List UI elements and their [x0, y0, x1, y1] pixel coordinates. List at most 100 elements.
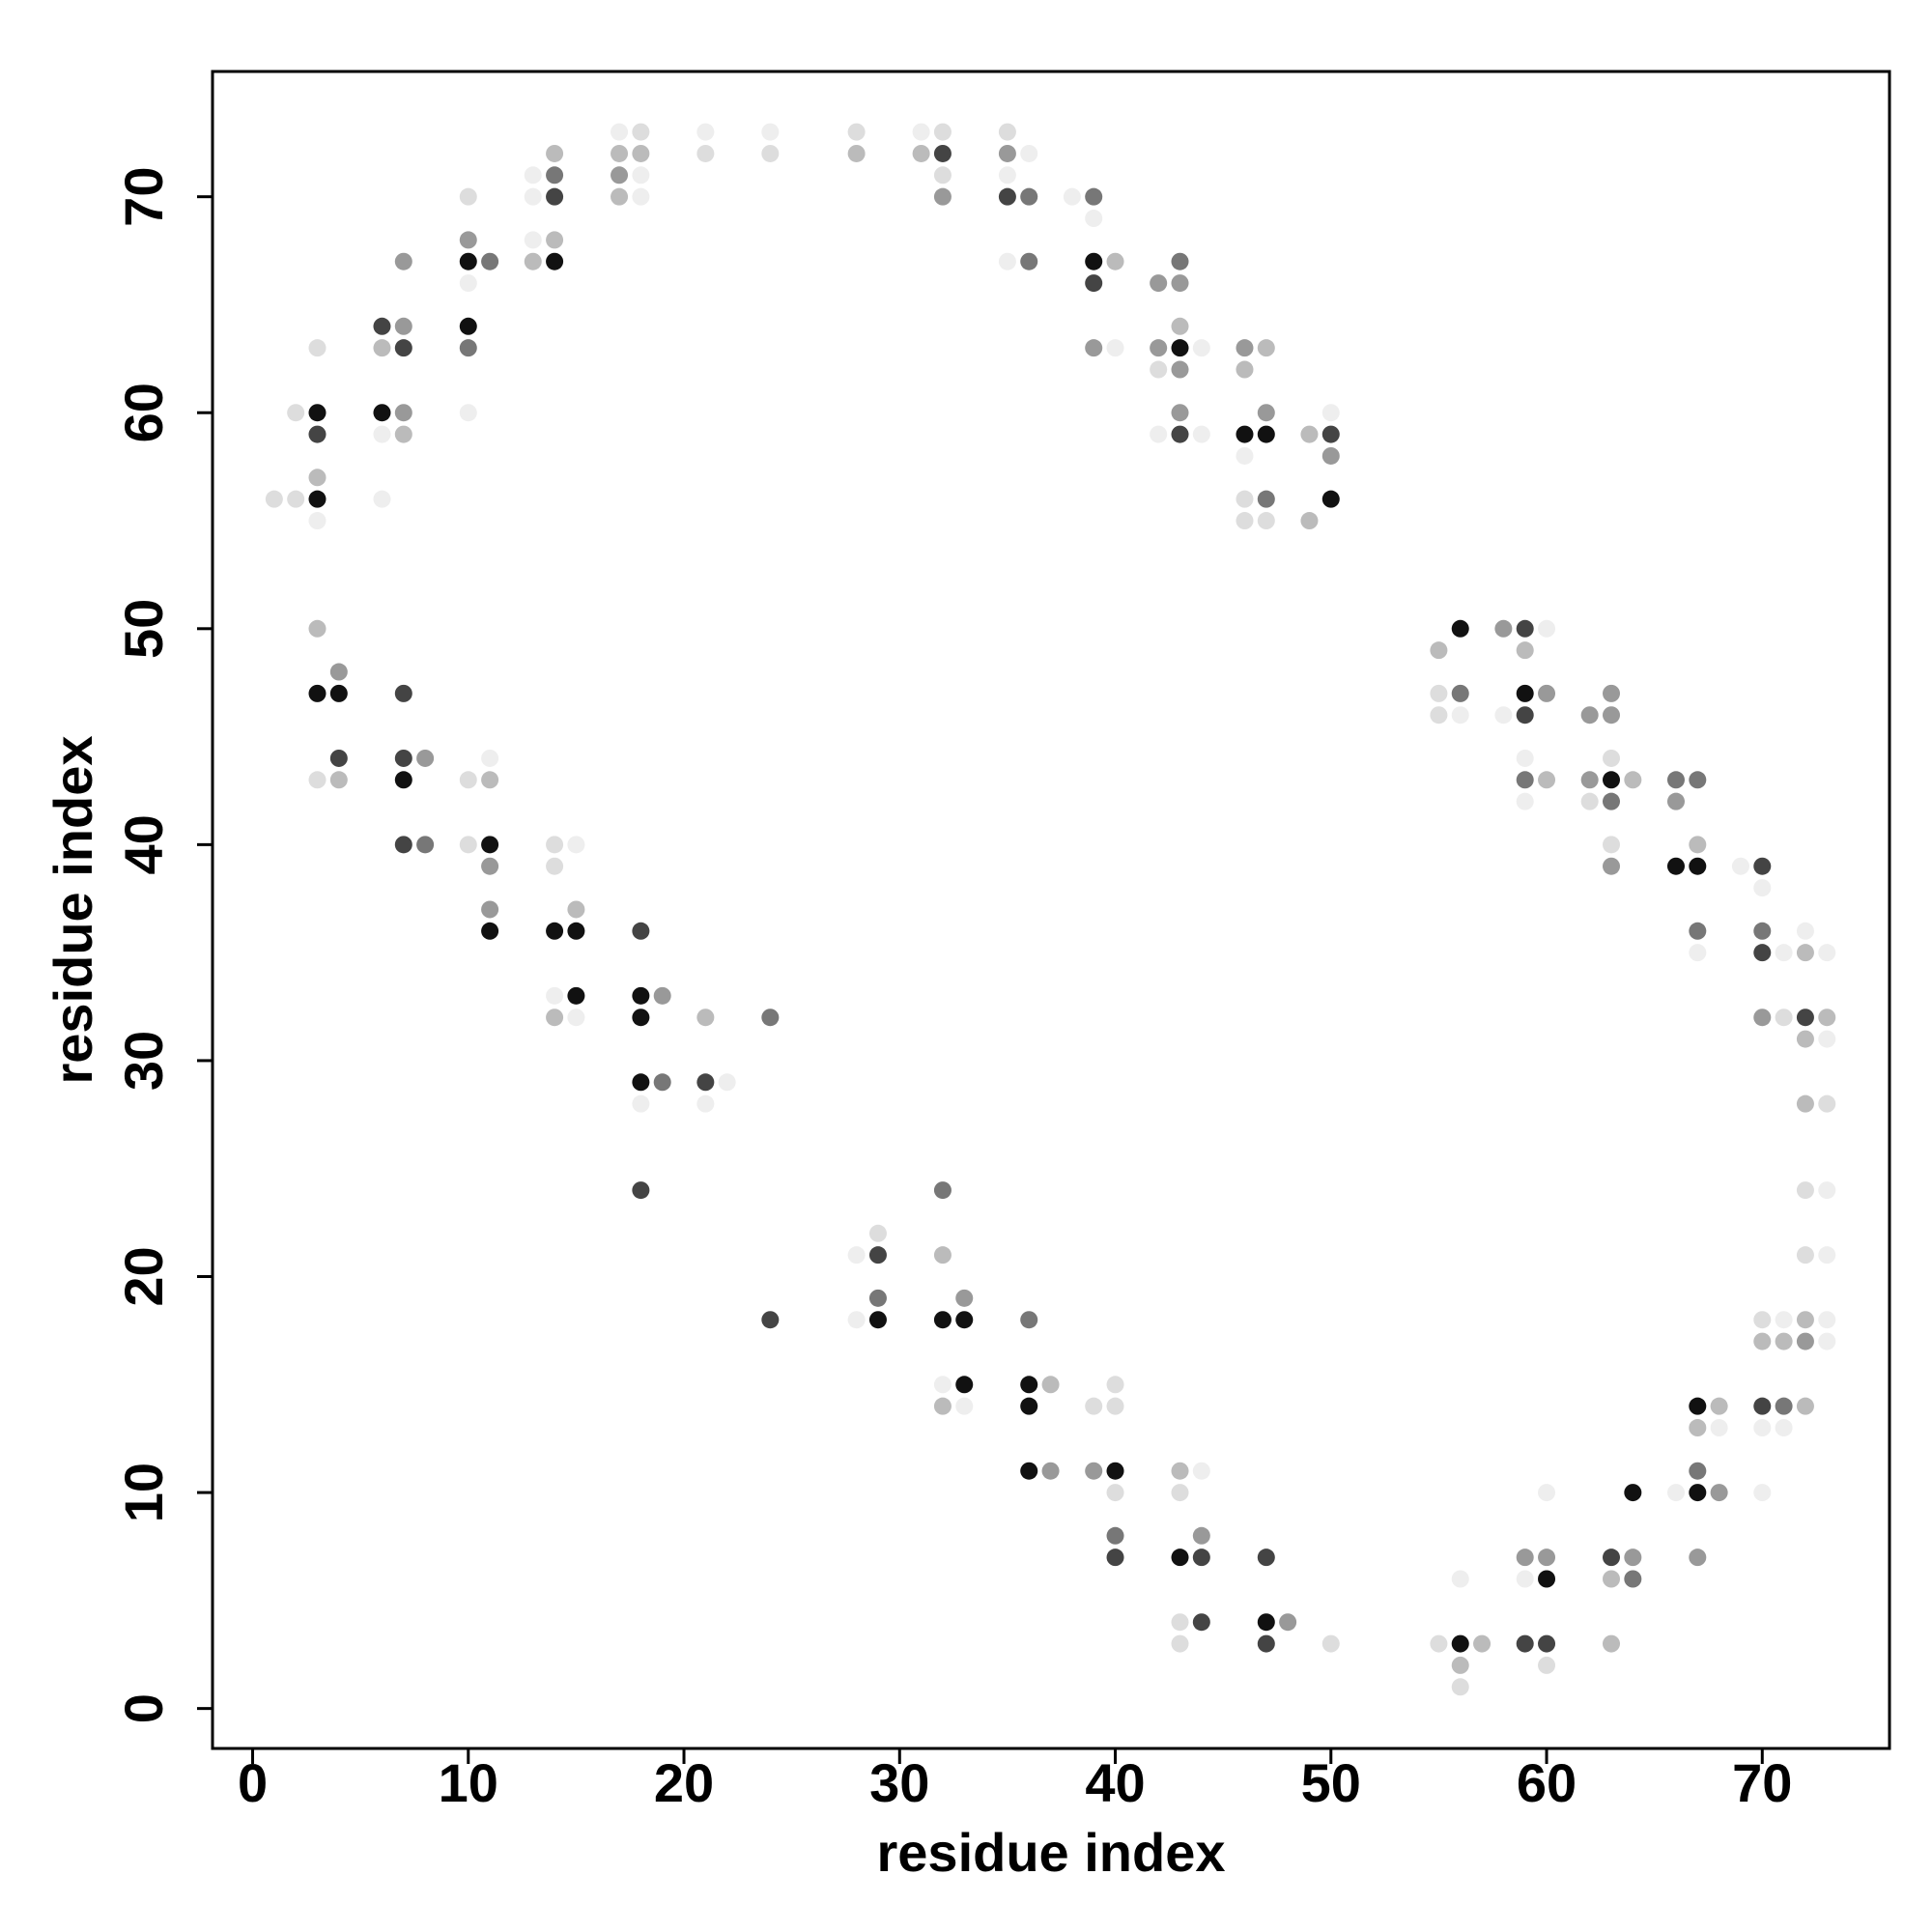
plot-frame	[211, 70, 1891, 1750]
point	[546, 187, 564, 206]
x-tick-label: 60	[1517, 1752, 1577, 1813]
point	[1236, 446, 1254, 465]
point	[567, 922, 585, 940]
point	[1451, 1634, 1469, 1653]
point	[1818, 1181, 1836, 1200]
point	[1236, 512, 1254, 530]
point	[1516, 706, 1534, 724]
point	[1171, 252, 1189, 270]
point	[632, 1094, 650, 1113]
point	[1538, 1656, 1556, 1674]
point	[632, 1009, 650, 1027]
point	[481, 252, 499, 270]
point	[696, 1094, 715, 1113]
point	[1666, 771, 1685, 789]
point	[1300, 512, 1319, 530]
point	[567, 1009, 585, 1027]
point	[1516, 749, 1534, 767]
point	[1451, 684, 1469, 702]
point	[933, 123, 952, 141]
point	[1430, 706, 1448, 724]
point	[1192, 425, 1210, 443]
point	[1796, 1009, 1814, 1027]
point	[1538, 619, 1556, 638]
point	[1020, 1397, 1038, 1415]
point	[1753, 1419, 1772, 1437]
point	[1257, 1548, 1275, 1567]
point	[1020, 1311, 1038, 1329]
point	[912, 123, 930, 141]
point	[1150, 425, 1168, 443]
point	[394, 425, 412, 443]
point	[868, 1224, 887, 1242]
point	[1106, 1397, 1124, 1415]
point	[632, 1181, 650, 1200]
point	[998, 187, 1016, 206]
point	[373, 339, 391, 357]
point	[1192, 1526, 1210, 1545]
point	[1192, 1462, 1210, 1480]
point	[1796, 1246, 1814, 1264]
point	[1666, 857, 1685, 875]
point	[933, 1181, 952, 1200]
point	[1818, 1030, 1836, 1048]
point	[1603, 857, 1621, 875]
point	[761, 123, 780, 141]
point	[632, 922, 650, 940]
point	[1603, 792, 1621, 810]
x-tick-label: 50	[1301, 1752, 1361, 1813]
point	[459, 771, 477, 789]
point	[459, 836, 477, 854]
point	[1171, 274, 1189, 293]
point	[1257, 1613, 1275, 1632]
point	[1236, 360, 1254, 379]
point	[524, 231, 542, 249]
point	[1473, 1634, 1492, 1653]
point	[308, 771, 327, 789]
point	[1753, 1484, 1772, 1502]
point	[1257, 490, 1275, 508]
point	[546, 836, 564, 854]
point	[1106, 339, 1124, 357]
point	[1321, 446, 1340, 465]
point	[481, 900, 499, 919]
point	[1171, 360, 1189, 379]
point	[567, 900, 585, 919]
point	[394, 252, 412, 270]
point	[329, 749, 348, 767]
point	[1580, 706, 1599, 724]
point	[933, 1376, 952, 1394]
y-tick-label: 30	[113, 1031, 174, 1091]
point	[1321, 1634, 1340, 1653]
point	[1603, 1548, 1621, 1567]
point	[567, 836, 585, 854]
point	[611, 144, 629, 162]
point	[1818, 1094, 1836, 1113]
point	[1430, 1634, 1448, 1653]
point	[1085, 210, 1103, 228]
point	[459, 187, 477, 206]
point	[1516, 684, 1534, 702]
point	[1666, 792, 1685, 810]
point	[329, 771, 348, 789]
point	[373, 425, 391, 443]
point	[955, 1397, 974, 1415]
point	[1603, 836, 1621, 854]
point	[1775, 944, 1793, 962]
point	[1171, 1484, 1189, 1502]
point	[1085, 252, 1103, 270]
point	[481, 857, 499, 875]
x-tick-label: 20	[654, 1752, 714, 1813]
point	[1171, 425, 1189, 443]
point	[1538, 1634, 1556, 1653]
point	[394, 836, 412, 854]
point	[1753, 1332, 1772, 1350]
point	[1796, 1181, 1814, 1200]
point	[1020, 187, 1038, 206]
point	[632, 144, 650, 162]
point	[718, 1073, 736, 1092]
point	[1796, 1397, 1814, 1415]
point	[1171, 1548, 1189, 1567]
point	[459, 404, 477, 422]
point	[1020, 252, 1038, 270]
